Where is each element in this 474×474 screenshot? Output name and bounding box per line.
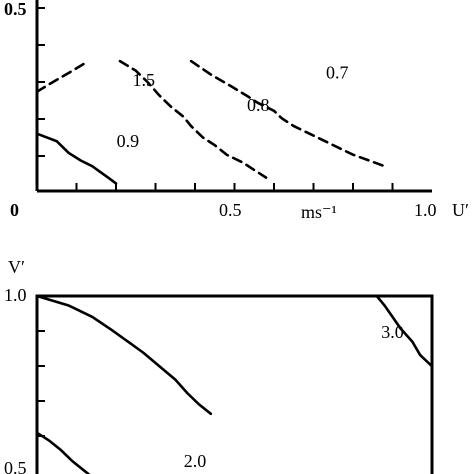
- top-contour-0.9: [35, 132, 118, 185]
- bottom-contour-unlabeled-1: [35, 431, 91, 474]
- bottom-contour-label-3.0: 3.0: [381, 322, 404, 342]
- bottom-contour-label-2.0: 2.0: [184, 451, 207, 471]
- bottom-y-axis-label: V′: [8, 257, 25, 277]
- bottom-panel: V′ 3.0 2.0 1.0 0.5: [4, 257, 434, 474]
- top-xtick-1.0: 1.0: [414, 200, 437, 220]
- top-contour-label-0.9: 0.9: [117, 131, 140, 151]
- bottom-frame: [35, 294, 434, 474]
- bottom-ytick-0.5: 0.5: [4, 458, 27, 474]
- top-contour-0.8: [118, 59, 268, 179]
- top-xtick-0.5: 0.5: [219, 200, 242, 220]
- top-contour-1.5: [35, 59, 90, 93]
- bottom-contour-2.0: [35, 294, 213, 416]
- top-ytick-0.5: 0.5: [4, 0, 27, 19]
- top-x-axis-label: U′: [452, 200, 469, 220]
- top-xtick-0: 0: [10, 200, 19, 220]
- top-panel: 1.5 0.9 0.8 0.7 0.5 0 0.5 ms⁻¹ 1.0 U′: [4, 0, 469, 222]
- top-x-units: ms⁻¹: [301, 202, 337, 222]
- top-contour-label-0.7: 0.7: [326, 62, 349, 82]
- bottom-contour-3.0: [375, 294, 434, 368]
- top-contour-0.7: [189, 59, 386, 168]
- top-contour-label-0.8: 0.8: [247, 95, 270, 115]
- bottom-ytick-1.0: 1.0: [4, 285, 27, 305]
- top-contour-label-1.5: 1.5: [132, 70, 155, 90]
